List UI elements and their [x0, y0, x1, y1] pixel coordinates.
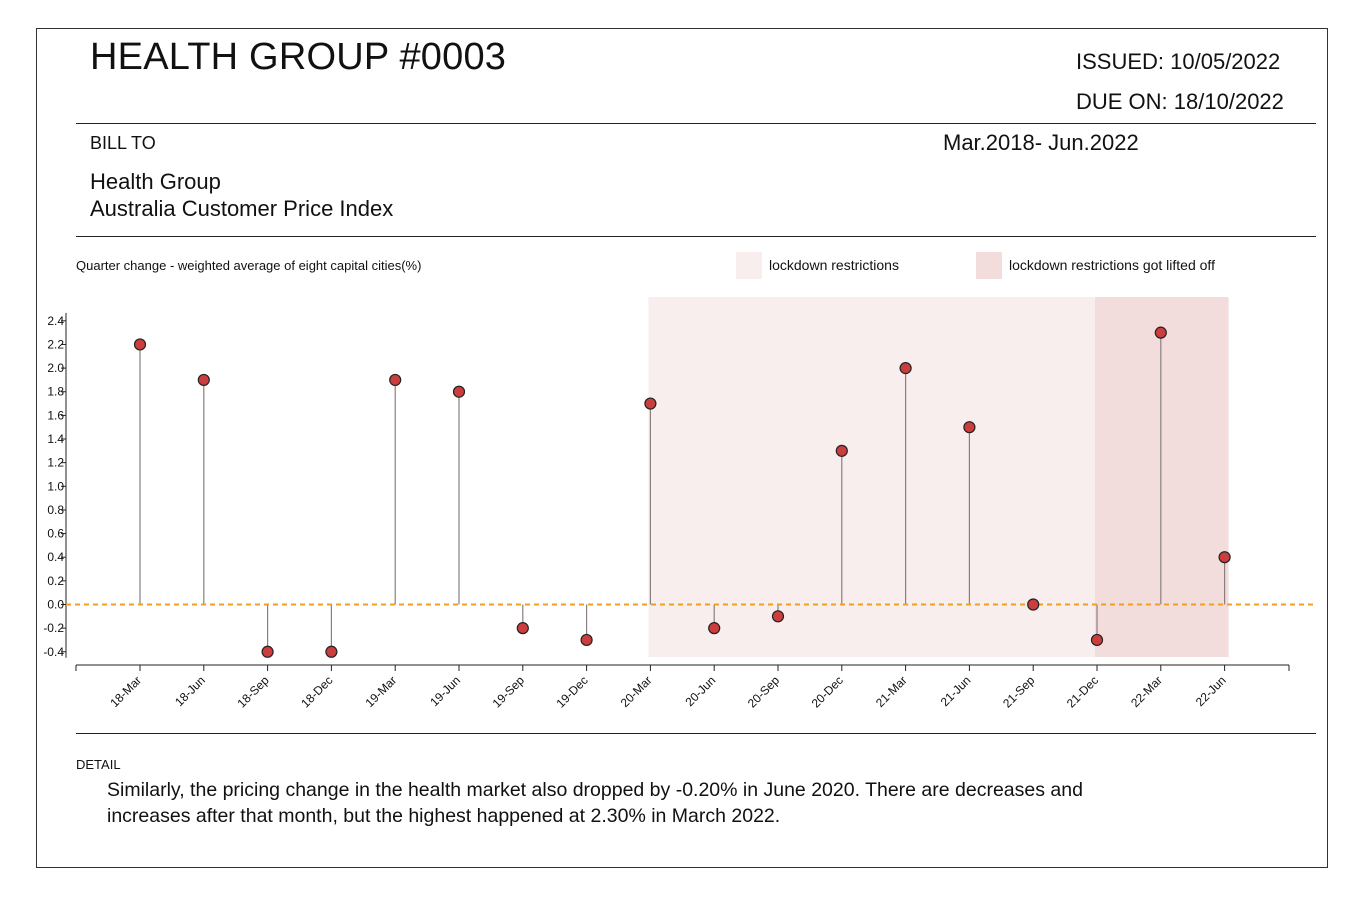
x-tick-label: 19-Sep	[490, 673, 527, 710]
x-tick-label: 22-Jun	[1193, 673, 1229, 709]
detail-text: Similarly, the pricing change in the hea…	[107, 779, 1083, 827]
y-tick-label: 0.4	[47, 550, 64, 564]
x-tick-label: 21-Mar	[873, 673, 910, 710]
x-tick-label: 19-Mar	[363, 673, 400, 710]
legend-label-lockdown: lockdown restrictions	[769, 257, 899, 273]
period-label: Mar.2018- Jun.2022	[943, 130, 1139, 155]
detail-label: DETAIL	[76, 757, 121, 772]
y-tick-label: 1.8	[47, 385, 64, 399]
issued-date: ISSUED: 10/05/2022	[1076, 49, 1281, 74]
data-point	[899, 362, 912, 375]
x-tick-label: 18-Sep	[234, 673, 271, 710]
y-tick-label: 1.4	[47, 432, 64, 446]
data-point	[771, 610, 785, 623]
y-tick-label: 2.0	[47, 361, 64, 375]
invoice-frame	[36, 28, 1328, 868]
y-tick-label: 0.0	[47, 598, 64, 612]
data-point	[325, 645, 338, 658]
x-tick-label: 22-Mar	[1128, 673, 1165, 710]
legend-label-lifted: lockdown restrictions got lifted off	[1009, 257, 1215, 273]
legend-swatch-lockdown	[736, 252, 762, 279]
data-point	[261, 645, 274, 658]
data-point	[708, 622, 721, 635]
y-tick-label: -0.4	[43, 645, 64, 659]
x-tick-label: 21-Sep	[1000, 673, 1037, 710]
data-point	[197, 373, 210, 387]
divider-top	[76, 123, 1316, 124]
data-point	[516, 622, 529, 635]
x-tick-label: 20-Dec	[809, 673, 846, 710]
bill-to-name: Health Group	[90, 169, 221, 194]
legend-swatch-lifted	[976, 252, 1002, 279]
data-point	[963, 421, 976, 434]
y-tick-label: 2.4	[47, 314, 64, 328]
shaded-region-1	[1095, 297, 1229, 657]
bill-to-label: BILL TO	[90, 133, 156, 153]
data-point	[133, 338, 147, 351]
y-tick-label: 1.6	[47, 408, 64, 422]
x-tick-label: 20-Jun	[682, 673, 718, 709]
x-tick-label: 20-Mar	[618, 673, 655, 710]
data-point	[644, 397, 657, 410]
data-point	[1218, 551, 1231, 564]
y-tick-label: 2.2	[47, 337, 64, 351]
y-tick-label: 0.8	[47, 503, 64, 517]
chart-legend: lockdown restrictions lockdown restricti…	[736, 252, 1215, 279]
divider-bottom	[76, 733, 1316, 734]
y-tick-label: -0.2	[43, 621, 64, 635]
data-point	[389, 373, 402, 387]
bill-to-subtitle: Australia Customer Price Index	[90, 196, 394, 221]
y-tick-label: 0.6	[47, 527, 64, 541]
x-tick-label: 18-Dec	[298, 673, 335, 710]
x-tick-label: 21-Dec	[1064, 673, 1101, 710]
data-point	[1090, 633, 1104, 647]
x-tick-label: 19-Dec	[553, 673, 590, 710]
y-tick-label: 0.2	[47, 574, 64, 588]
divider-middle	[76, 236, 1316, 237]
shaded-region-0	[648, 297, 1101, 657]
data-point	[452, 385, 466, 398]
y-tick-label: 1.2	[47, 456, 64, 470]
data-point	[835, 444, 848, 457]
plot-area: -0.4 -0.2 0.0 0.2 0.4 0.6 0.8 1.0 1.2 1.4 1.6 1.8 2.…	[43, 297, 1314, 710]
data-point	[1154, 326, 1167, 339]
invoice-title: HEALTH GROUP #0003	[90, 36, 507, 78]
data-point	[580, 633, 593, 647]
x-tick-label: 19-Jun	[427, 673, 463, 709]
x-tick-label: 18-Jun	[172, 673, 208, 709]
x-tick-label: 20-Sep	[745, 673, 782, 710]
x-tick-label: 21-Jun	[938, 673, 974, 709]
lollipop-chart: Quarter change - weighted average of eig…	[43, 252, 1314, 710]
data-point	[1027, 598, 1040, 611]
chart-title: Quarter change - weighted average of eig…	[76, 258, 421, 273]
due-date: DUE ON: 18/10/2022	[1076, 89, 1284, 114]
x-tick-label: 18-Mar	[107, 673, 144, 710]
y-tick-label: 1.0	[47, 479, 64, 493]
